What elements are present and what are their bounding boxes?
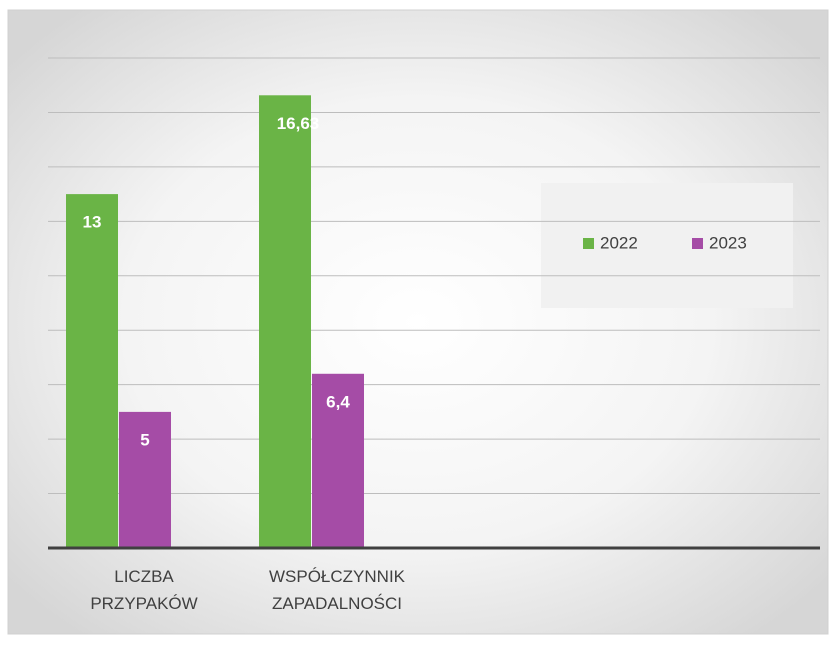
bar	[312, 373, 364, 548]
data-label: 16,63	[277, 114, 320, 133]
legend-swatch	[692, 238, 703, 249]
bar	[66, 194, 118, 548]
data-label: 13	[83, 213, 102, 232]
bar	[259, 95, 311, 549]
x-tick-label: WSPÓŁCZYNNIK ZAPADALNOŚCI	[269, 567, 406, 613]
bar	[119, 411, 171, 548]
x-tick-label: LICZBA PRZYPAKÓW	[90, 567, 197, 613]
legend-box	[541, 183, 793, 308]
data-label: 6,4	[326, 392, 350, 411]
data-label: 5	[140, 430, 149, 449]
legend-label: 2022	[600, 233, 638, 252]
legend-swatch	[583, 238, 594, 249]
legend-label: 2023	[709, 233, 747, 252]
